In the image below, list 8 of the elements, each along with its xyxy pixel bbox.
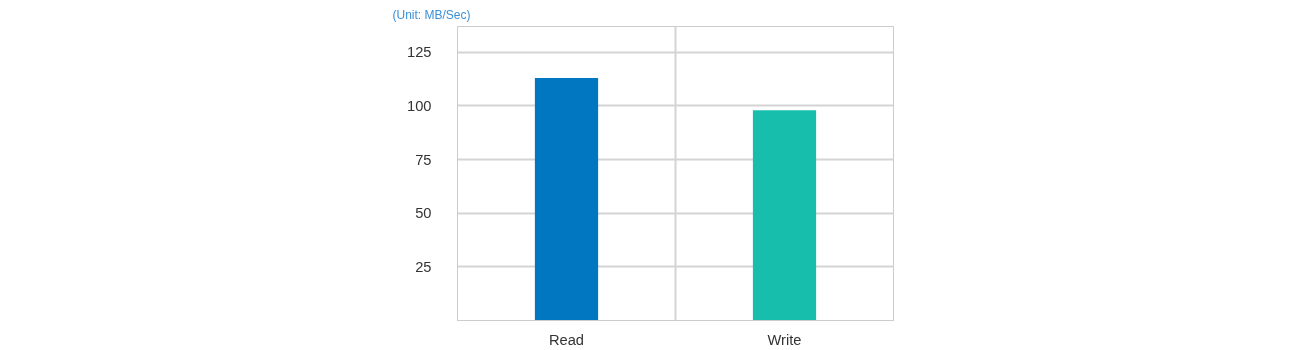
y-tick-label: 50 [415,205,432,222]
y-tick-label: 125 [407,44,432,61]
x-tick-label: Read [548,331,585,348]
y-tick-label: 25 [415,258,432,275]
y-tick-label: 75 [415,151,432,168]
y-axis-title: (Unit: MB/Sec) [392,7,471,22]
y-tick-label: 100 [407,97,432,114]
x-tick-label: Write [767,331,802,348]
